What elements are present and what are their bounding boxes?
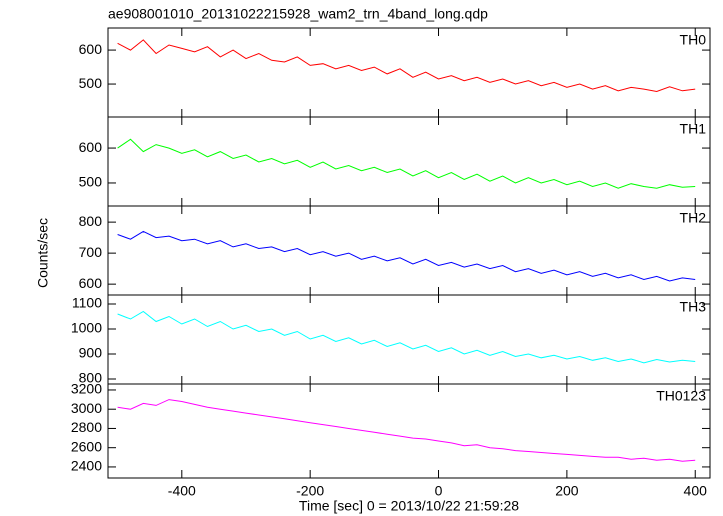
y-tick-label: 600	[79, 139, 103, 155]
y-tick-label: 1000	[71, 320, 102, 336]
y-tick-label: 2600	[71, 438, 102, 454]
light-curve	[117, 399, 696, 462]
y-tick-label: 600	[79, 275, 103, 291]
light-curve	[117, 310, 696, 364]
light-curve	[117, 138, 696, 189]
light-curve	[117, 39, 696, 93]
x-tick-label: 0	[435, 483, 443, 499]
panel-label: TH0	[680, 32, 707, 48]
y-tick-label: 2800	[71, 419, 102, 435]
x-axis-label: Time [sec] 0 = 2013/10/22 21:59:28	[299, 498, 519, 514]
y-tick-label: 3000	[71, 400, 102, 416]
panel-frame	[107, 27, 711, 118]
y-tick-label: 600	[79, 41, 103, 57]
panel-label: TH0123	[656, 388, 706, 404]
light-curve	[117, 230, 696, 282]
chart-title: ae908001010_20131022215928_wam2_trn_4ban…	[108, 6, 488, 22]
panel-frame	[107, 116, 711, 207]
y-tick-label: 1100	[72, 295, 102, 311]
y-tick-label: 800	[79, 370, 103, 386]
y-tick-label: 900	[79, 345, 103, 361]
x-tick-label: 200	[555, 483, 579, 499]
panel-label: TH1	[680, 121, 707, 137]
panel-frame	[107, 294, 711, 385]
panel-frame	[107, 383, 711, 479]
y-tick-label: 700	[79, 244, 103, 260]
x-tick-label: -400	[168, 483, 196, 499]
x-tick-label: 400	[684, 483, 708, 499]
y-tick-label: 2400	[71, 458, 102, 474]
panel-label: TH3	[680, 299, 707, 315]
panel-frame	[107, 205, 711, 296]
x-tick-label: -200	[296, 483, 324, 499]
y-axis-label: Counts/sec	[35, 218, 51, 288]
y-tick-label: 3200	[71, 381, 102, 397]
panel-label: TH2	[680, 210, 707, 226]
y-tick-label: 500	[79, 75, 103, 91]
y-tick-label: 500	[79, 174, 103, 190]
y-tick-label: 800	[79, 213, 103, 229]
